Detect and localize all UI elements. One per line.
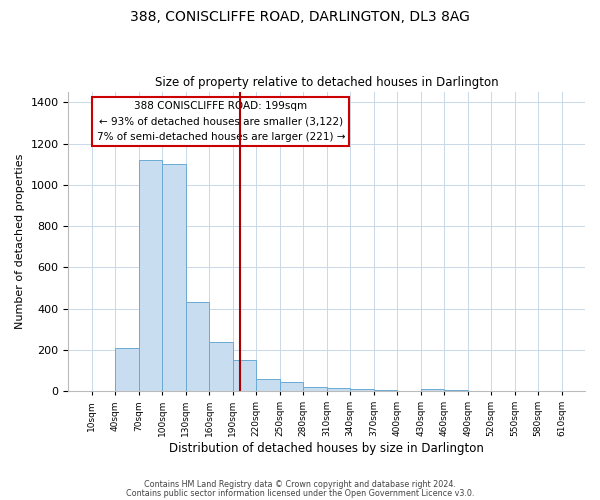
- Bar: [374, 390, 397, 391]
- Bar: [327, 388, 350, 391]
- Bar: [163, 164, 186, 391]
- Bar: [280, 382, 303, 391]
- Text: 388, CONISCLIFFE ROAD, DARLINGTON, DL3 8AG: 388, CONISCLIFFE ROAD, DARLINGTON, DL3 8…: [130, 10, 470, 24]
- Bar: [186, 302, 209, 391]
- Title: Size of property relative to detached houses in Darlington: Size of property relative to detached ho…: [155, 76, 499, 90]
- Bar: [444, 390, 467, 391]
- Bar: [350, 389, 374, 391]
- Bar: [139, 160, 163, 391]
- Bar: [303, 387, 327, 391]
- Y-axis label: Number of detached properties: Number of detached properties: [15, 154, 25, 329]
- Bar: [421, 389, 444, 391]
- Bar: [115, 348, 139, 391]
- Text: 388 CONISCLIFFE ROAD: 199sqm
← 93% of detached houses are smaller (3,122)
7% of : 388 CONISCLIFFE ROAD: 199sqm ← 93% of de…: [97, 101, 345, 142]
- Text: Contains public sector information licensed under the Open Government Licence v3: Contains public sector information licen…: [126, 488, 474, 498]
- X-axis label: Distribution of detached houses by size in Darlington: Distribution of detached houses by size …: [169, 442, 484, 455]
- Text: Contains HM Land Registry data © Crown copyright and database right 2024.: Contains HM Land Registry data © Crown c…: [144, 480, 456, 489]
- Bar: [233, 360, 256, 391]
- Bar: [256, 378, 280, 391]
- Bar: [209, 342, 233, 391]
